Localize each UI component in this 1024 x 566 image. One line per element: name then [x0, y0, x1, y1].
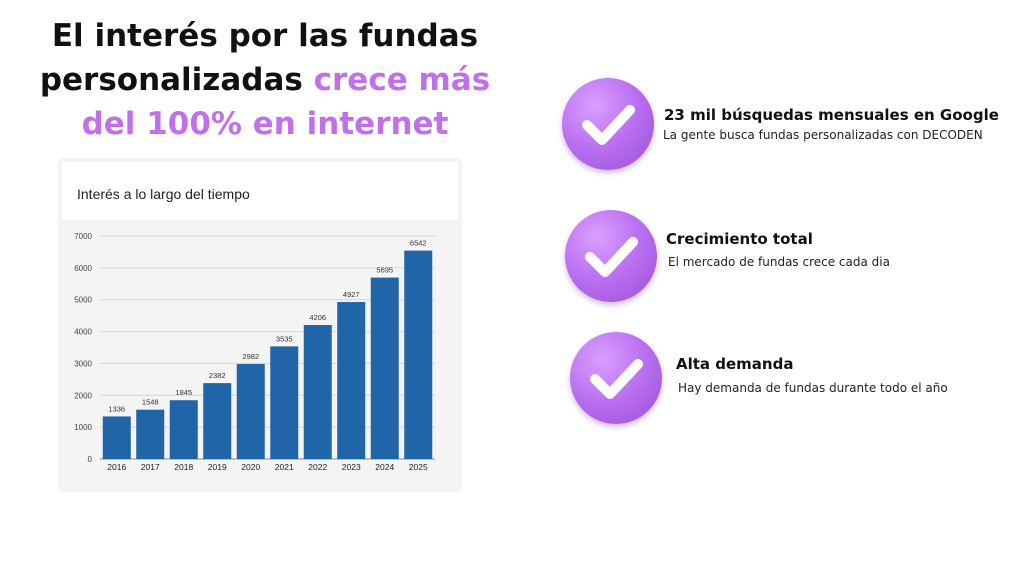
x-tick-label: 2024 — [375, 462, 394, 472]
chart-header — [62, 162, 458, 220]
data-label: 1336 — [108, 404, 125, 413]
x-tick-label: 2018 — [174, 462, 193, 472]
data-label: 5695 — [376, 266, 393, 275]
x-tick-label: 2016 — [107, 462, 126, 472]
bar — [169, 400, 198, 459]
bar — [303, 325, 332, 459]
check-circle-icon — [570, 332, 662, 424]
y-tick-label: 5000 — [74, 296, 92, 305]
headline-line-2: personalizadas crece más — [30, 58, 500, 102]
data-label: 1845 — [175, 388, 192, 397]
x-tick-label: 2017 — [141, 462, 160, 472]
feature-description: El mercado de fundas crece cada dia — [668, 255, 890, 269]
y-tick-label: 3000 — [74, 359, 92, 368]
headline-accent-text: crece más — [313, 62, 491, 98]
headline-line-3: del 100% en internet — [81, 106, 449, 142]
x-tick-label: 2025 — [409, 462, 428, 472]
feature-title: Crecimiento total — [666, 230, 813, 248]
y-tick-label: 4000 — [74, 328, 92, 337]
data-label: 2382 — [209, 371, 226, 380]
feature-title: 23 mil búsquedas mensuales en Google — [664, 106, 999, 124]
x-tick-label: 2021 — [275, 462, 294, 472]
headline-plain-text: personalizadas — [39, 62, 314, 98]
feature-description: Hay demanda de fundas durante todo el añ… — [678, 381, 948, 395]
data-label: 6542 — [410, 239, 427, 248]
x-tick-label: 2023 — [342, 462, 361, 472]
feature-description: La gente busca fundas personalizadas con… — [663, 128, 983, 142]
bar — [236, 364, 265, 459]
headline-line-1: El interés por las fundas — [51, 18, 479, 54]
check-circle-icon — [562, 78, 654, 170]
data-label: 1548 — [142, 398, 159, 407]
headline: El interés por las fundas personalizadas… — [30, 14, 500, 146]
checkmark-icon — [582, 105, 635, 145]
data-label: 2982 — [242, 352, 259, 361]
y-tick-label: 6000 — [74, 264, 92, 273]
y-tick-label: 1000 — [74, 423, 92, 432]
checkmark-icon — [585, 237, 638, 277]
feature-title: Alta demanda — [676, 355, 794, 373]
x-tick-label: 2022 — [308, 462, 327, 472]
y-tick-label: 7000 — [74, 232, 92, 241]
bar — [337, 302, 366, 459]
bar — [270, 346, 299, 459]
data-label: 3535 — [276, 334, 293, 343]
bar — [102, 416, 131, 459]
chart-card: Interés a lo largo del tiempo 0 1000 2000 3… — [58, 158, 462, 492]
bar — [404, 250, 433, 459]
x-tick-label: 2020 — [241, 462, 260, 472]
data-label: 4206 — [309, 313, 326, 322]
data-label: 4927 — [343, 290, 360, 299]
y-tick-label: 2000 — [74, 391, 92, 400]
check-circle-icon — [565, 210, 657, 302]
bar — [370, 277, 399, 459]
bar — [136, 409, 165, 459]
x-tick-label: 2019 — [208, 462, 227, 472]
bar-chart: 0 1000 2000 3000 4000 5000 6000 7000 1336 2016 154… — [74, 232, 435, 472]
bar — [203, 383, 232, 459]
chart-title: Interés a lo largo del tiempo — [77, 186, 250, 202]
checkmark-icon — [590, 359, 643, 399]
y-tick-label: 0 — [88, 455, 93, 464]
